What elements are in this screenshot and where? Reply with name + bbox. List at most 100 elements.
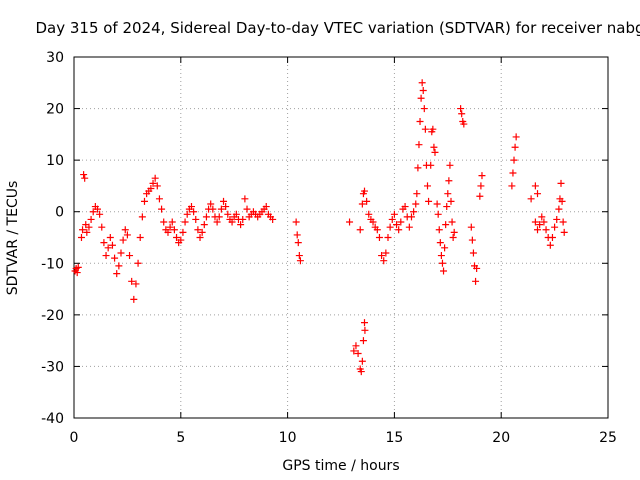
data-point <box>445 177 453 185</box>
data-point <box>74 263 82 271</box>
data-point <box>356 226 364 234</box>
data-point <box>196 234 204 241</box>
data-point <box>173 234 181 241</box>
data-point <box>468 236 476 244</box>
data-point <box>292 218 300 226</box>
data-point <box>363 197 371 205</box>
x-tick-label: 25 <box>599 430 617 446</box>
data-point <box>557 179 565 187</box>
data-point <box>357 368 365 376</box>
data-point <box>106 234 114 241</box>
data-point <box>128 277 136 285</box>
data-point <box>352 342 360 350</box>
data-point <box>555 205 563 213</box>
data-point <box>87 215 95 223</box>
data-point <box>360 187 368 195</box>
data-point <box>418 79 426 87</box>
data-point <box>262 203 270 211</box>
data-point <box>222 203 230 211</box>
data-point <box>427 161 435 169</box>
data-point <box>149 179 157 187</box>
data-point <box>117 249 125 257</box>
data-point <box>187 203 195 211</box>
data-point <box>96 210 104 218</box>
data-point <box>170 226 178 234</box>
data-point <box>534 226 542 234</box>
data-point <box>158 205 166 213</box>
data-point <box>460 120 468 128</box>
plot-frame <box>73 56 609 419</box>
data-point <box>538 213 546 221</box>
data-point <box>433 200 441 208</box>
data-points <box>71 79 568 376</box>
data-point <box>438 259 446 267</box>
data-point <box>509 169 517 177</box>
data-point <box>77 234 85 241</box>
data-point <box>181 218 189 226</box>
data-point <box>359 337 367 345</box>
data-point <box>85 223 93 231</box>
data-point <box>378 252 386 260</box>
data-point <box>412 200 420 208</box>
data-point <box>386 223 394 231</box>
data-point <box>407 213 415 221</box>
x-tick-label: 0 <box>70 430 79 446</box>
data-point <box>237 221 245 229</box>
data-point <box>472 277 480 285</box>
data-point <box>119 236 127 244</box>
data-point <box>81 174 89 182</box>
data-point <box>413 190 421 198</box>
data-point <box>132 280 140 288</box>
y-tick-label: -10 <box>41 256 64 272</box>
data-point <box>420 105 428 113</box>
data-point <box>531 218 539 226</box>
data-point <box>130 295 138 303</box>
data-point <box>548 234 556 241</box>
data-point <box>134 259 142 267</box>
data-point <box>510 156 518 164</box>
data-point <box>194 226 202 234</box>
data-point <box>448 218 456 226</box>
data-point <box>536 221 544 229</box>
data-point <box>243 205 251 213</box>
data-point <box>457 105 465 113</box>
data-point <box>477 182 485 190</box>
x-tick-label: 5 <box>176 430 185 446</box>
data-point <box>153 182 161 190</box>
data-point <box>401 203 409 211</box>
data-point <box>380 257 388 265</box>
data-point <box>384 234 392 241</box>
x-tick-label: 15 <box>385 430 403 446</box>
axis-ticks: 0 5 10 15 20 25 -40 -30 -20 -10 0 10 20 30 <box>41 50 617 446</box>
data-point <box>294 239 302 247</box>
x-tick-label: 20 <box>492 430 510 446</box>
data-point <box>393 221 401 229</box>
data-point <box>424 182 432 190</box>
data-point <box>207 200 215 208</box>
data-point <box>414 164 422 172</box>
data-point <box>444 190 452 198</box>
data-point <box>358 357 366 365</box>
data-point <box>79 226 87 234</box>
data-point <box>431 148 439 156</box>
data-point <box>382 249 390 257</box>
data-point <box>177 236 185 244</box>
data-point <box>80 171 88 179</box>
data-point <box>405 223 413 231</box>
data-point <box>540 218 548 226</box>
data-point <box>164 228 172 236</box>
data-point <box>478 172 486 180</box>
data-point <box>360 319 368 327</box>
data-point <box>200 221 208 229</box>
data-point <box>450 228 458 236</box>
data-point <box>436 239 444 247</box>
data-point <box>126 252 134 260</box>
data-point <box>442 221 450 229</box>
data-point <box>559 218 567 226</box>
data-point <box>446 161 454 169</box>
data-point <box>168 218 176 226</box>
y-tick-label: 20 <box>46 102 64 118</box>
data-point <box>98 223 106 231</box>
data-point <box>512 133 520 141</box>
data-point <box>113 270 121 278</box>
